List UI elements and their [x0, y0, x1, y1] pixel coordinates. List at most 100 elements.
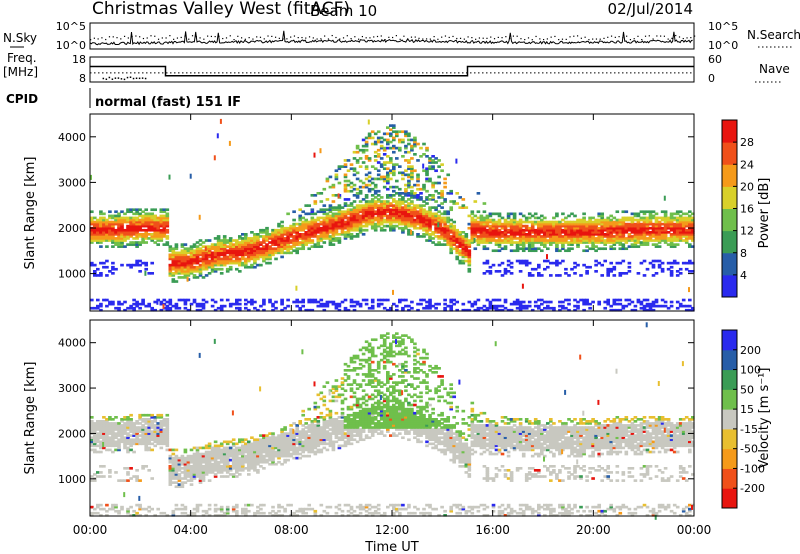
noise-left-tick-bottom: 10^0 — [56, 39, 86, 52]
noise-search-point — [516, 35, 518, 37]
noise-search-point — [286, 38, 288, 40]
noise-search-point — [505, 36, 507, 38]
noise-search-point — [123, 35, 126, 37]
noise-search-point — [350, 37, 352, 40]
noise-search-point — [471, 37, 473, 39]
noise-search-point — [157, 38, 160, 40]
colorbar-swatch — [722, 186, 737, 209]
noise-search-point — [384, 39, 386, 41]
noise-search-point — [271, 35, 273, 37]
noise-search-point — [180, 36, 182, 39]
noise-search-point — [558, 38, 560, 41]
nave-point — [105, 78, 108, 81]
noise-search-point — [573, 35, 575, 37]
noise-search-point — [565, 38, 567, 41]
noise-search-point — [176, 37, 179, 39]
nave-point — [135, 77, 138, 80]
x-tick-label: 08:00 — [274, 523, 309, 537]
noise-search-point — [207, 35, 209, 37]
noise-search-point — [161, 37, 163, 39]
noise-search-point — [644, 35, 647, 37]
colorbar-swatch — [722, 369, 737, 390]
noise-search-point — [599, 38, 601, 40]
noise-search-point — [486, 37, 488, 39]
noise-search-point — [610, 35, 613, 37]
noise-search-point — [380, 35, 382, 37]
noise-search-point — [671, 37, 673, 39]
y-tick-label: 1000 — [58, 473, 86, 486]
frequency-line — [90, 65, 694, 77]
noise-search-point — [346, 35, 348, 37]
colorbar-tick-label: 15 — [740, 403, 754, 416]
x-tick-label: 12:00 — [375, 523, 410, 537]
x-tick-label: 00:00 — [73, 523, 108, 537]
noise-search-point — [678, 36, 681, 38]
nave-point — [108, 76, 111, 79]
colorbar-swatch — [722, 389, 737, 410]
nave-point — [144, 77, 147, 80]
noise-search-point — [233, 38, 235, 41]
noise-search-point — [463, 38, 465, 40]
y-tick-label: 4000 — [58, 337, 86, 350]
noise-search-point — [660, 35, 662, 37]
power-y-axis: 1000 2000 3000 4000 — [58, 131, 694, 281]
nave-point — [132, 77, 135, 80]
noise-search-point — [407, 38, 409, 40]
freq-right-tick-bottom: 0 — [708, 72, 715, 85]
noise-search-point — [686, 37, 688, 39]
freq-left-tick-top: 18 — [72, 53, 86, 66]
noise-search-point — [135, 35, 137, 37]
noise-search-point — [456, 37, 458, 40]
noise-search-point — [629, 39, 632, 41]
noise-search-point — [290, 36, 292, 38]
noise-search-point — [327, 38, 330, 40]
noise-search-point — [203, 38, 205, 40]
noise-search-point — [433, 35, 435, 38]
noise-search-point — [478, 37, 481, 39]
power-cells — [90, 118, 695, 312]
nave-label: Nave — [759, 62, 790, 76]
noise-search-point — [546, 38, 548, 40]
noise-search-point — [105, 38, 107, 41]
colorbar-tick-label: -50 — [740, 443, 758, 456]
noise-search-point — [188, 38, 190, 40]
nave-point — [126, 76, 129, 79]
noise-search-point — [626, 35, 628, 37]
noise-search-point — [490, 36, 492, 38]
noise-search-point — [263, 38, 265, 40]
noise-search-point — [195, 36, 197, 38]
beam-label: Beam 10 — [310, 2, 377, 20]
noise-search-point — [527, 37, 530, 39]
noise-search-point — [308, 36, 311, 38]
noise-search-point — [331, 34, 333, 37]
colorbar-swatch — [722, 120, 737, 143]
velocity-cells — [90, 322, 695, 520]
power-colorbar: 4 8 12 16 20 24 28 — [721, 119, 754, 298]
colorbar-swatch — [722, 409, 737, 430]
noise-search-point — [297, 37, 299, 39]
noise-search-point — [139, 36, 141, 38]
power-panel: 1000 2000 3000 4000 Slant Range [km] 4 8 12 16… — [23, 113, 772, 312]
y-tick-label: 2000 — [58, 427, 86, 440]
power-colorbar-label: Power [dB] — [757, 178, 772, 249]
noise-search-point — [614, 36, 616, 38]
colorbar-frame — [721, 329, 738, 509]
noise-search-point — [146, 37, 148, 39]
colorbar-swatch — [722, 448, 737, 469]
colorbar-swatch — [722, 468, 737, 489]
noise-search-point — [267, 35, 269, 37]
noise-search-point — [622, 37, 624, 39]
colorbar-swatch — [722, 230, 737, 254]
y-tick-label: 3000 — [58, 382, 86, 395]
nave-point — [114, 77, 117, 79]
noise-search-point — [312, 37, 314, 39]
noise-search-point — [641, 38, 643, 41]
noise-search-point — [501, 37, 503, 39]
cpid-label: CPID — [6, 92, 38, 106]
cpid-value: normal (fast) 151 IF — [95, 95, 241, 110]
noise-search-point — [316, 38, 318, 40]
noise-search-point — [429, 38, 431, 40]
nave-point — [129, 76, 132, 78]
noise-search-point — [452, 35, 454, 38]
noise-search-point — [339, 38, 341, 40]
